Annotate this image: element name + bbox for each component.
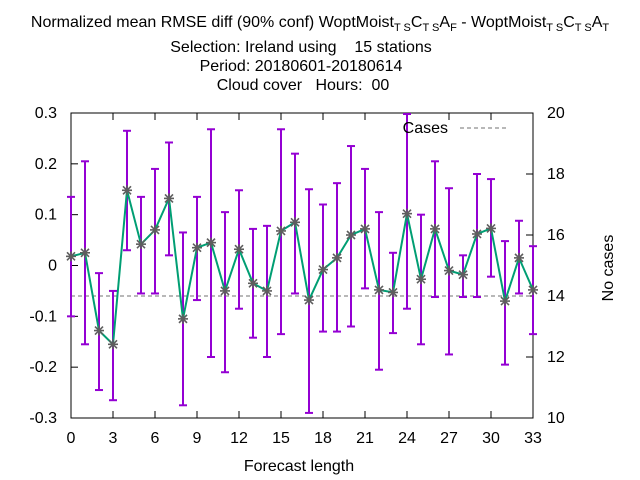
- x-axis-label: Forecast length: [244, 458, 354, 475]
- y2-tick-label: 12: [547, 349, 565, 366]
- x-tick-label: 15: [272, 430, 290, 447]
- y-tick-label: -0.2: [29, 359, 57, 376]
- data-point: [150, 224, 160, 235]
- data-point: [528, 284, 538, 295]
- y2-tick-label: 20: [547, 105, 565, 122]
- data-point: [80, 247, 90, 258]
- x-tick-label: 24: [398, 430, 416, 447]
- x-tick-label: 0: [67, 430, 76, 447]
- data-point: [430, 223, 440, 234]
- data-point: [206, 237, 216, 248]
- x-tick-label: 27: [440, 430, 458, 447]
- title-line-2: Selection: Ireland using 15 stations: [170, 39, 432, 56]
- x-tick-label: 3: [109, 430, 118, 447]
- y2-axis-ticks: 10 12 14 16 18 20: [526, 105, 565, 427]
- y2-tick-label: 10: [547, 410, 565, 427]
- data-point: [94, 325, 104, 336]
- y-tick-label: 0: [48, 258, 57, 275]
- data-point: [388, 287, 398, 298]
- legend-label-cases: Cases: [403, 120, 448, 137]
- x-tick-label: 6: [151, 430, 160, 447]
- title-line-4: Cloud cover Hours: 00: [217, 77, 390, 94]
- chart-title: Normalized mean RMSE diff (90% conf) Wop…: [31, 14, 609, 94]
- data-point: [276, 225, 286, 236]
- y2-tick-label: 16: [547, 227, 565, 244]
- data-point: [402, 208, 412, 219]
- data-point: [318, 264, 328, 275]
- x-tick-label: 33: [524, 430, 542, 447]
- y2-axis-label: No cases: [600, 235, 617, 302]
- title-line-1: Normalized mean RMSE diff (90% conf) Wop…: [31, 14, 609, 34]
- data-point: [486, 223, 496, 234]
- data-point: [66, 251, 76, 262]
- y-tick-label: -0.3: [29, 410, 57, 427]
- data-point: [192, 242, 202, 253]
- x-tick-label: 21: [356, 430, 374, 447]
- data-point: [500, 296, 510, 307]
- y2-tick-label: 18: [547, 166, 565, 183]
- data-point: [360, 223, 370, 234]
- y2-tick-label: 14: [547, 288, 565, 305]
- data-point: [262, 285, 272, 296]
- title-line-3: Period: 20180601-20180614: [200, 58, 403, 75]
- x-tick-label: 9: [193, 430, 202, 447]
- y-tick-label: 0.2: [35, 156, 57, 173]
- data-point: [304, 295, 314, 306]
- x-tick-label: 18: [314, 430, 332, 447]
- data-point: [234, 244, 244, 255]
- data-point: [444, 265, 454, 276]
- data-point: [374, 284, 384, 295]
- data-point: [136, 239, 146, 250]
- data-point: [108, 339, 118, 350]
- legend: Cases: [403, 120, 506, 137]
- data-point: [458, 269, 468, 280]
- rmse-diff-series: [66, 185, 538, 350]
- data-point: [416, 274, 426, 285]
- data-point: [472, 228, 482, 239]
- data-point: [122, 185, 132, 196]
- data-point: [164, 193, 174, 204]
- data-point: [220, 285, 230, 296]
- data-point: [514, 252, 524, 263]
- series-line: [70, 190, 534, 347]
- data-point: [332, 252, 342, 263]
- y-tick-label: 0.1: [35, 207, 57, 224]
- data-point: [346, 230, 356, 240]
- x-tick-label: 12: [230, 430, 248, 447]
- x-axis-ticks: 0 3 6 9 12 15 18 21 24 27 30 33: [67, 113, 542, 447]
- y-tick-label: 0.3: [35, 105, 57, 122]
- y-axis-ticks: -0.3 -0.2 -0.1 0 0.1 0.2 0.3: [29, 105, 78, 427]
- y-tick-label: -0.1: [29, 308, 57, 325]
- data-point: [178, 313, 188, 324]
- x-tick-label: 30: [482, 430, 500, 447]
- data-point: [248, 278, 258, 289]
- data-point: [290, 217, 300, 228]
